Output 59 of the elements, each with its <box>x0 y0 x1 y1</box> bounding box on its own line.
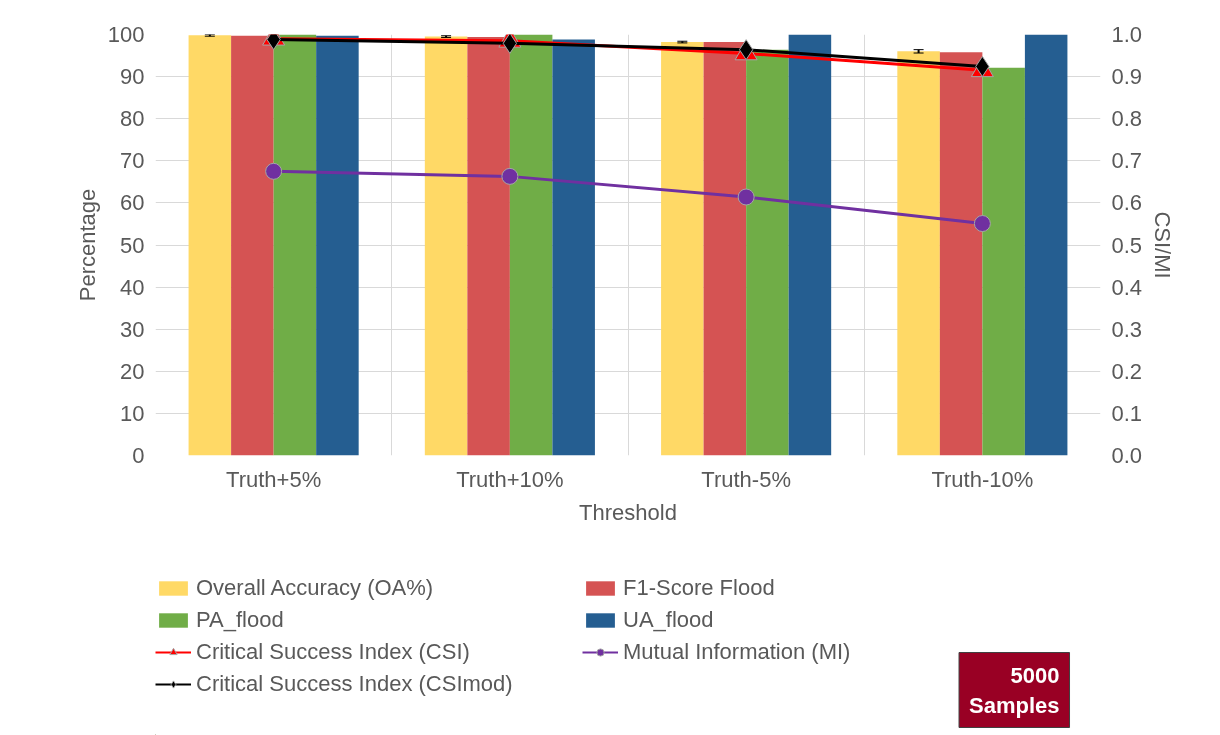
y-tick-label: 40 <box>120 274 145 300</box>
point <box>501 167 519 185</box>
legend-label: F1-Score Flood <box>623 575 776 601</box>
y-tick-label: 60 <box>120 190 145 216</box>
y-tick-label: 20 <box>120 358 145 384</box>
y-axis-title: Percentage <box>74 188 100 302</box>
y-tick-label: 100 <box>107 22 145 47</box>
y2-tick-label: 0.8 <box>1111 106 1143 132</box>
legend-label: Overall Accuracy (OA%) <box>196 575 435 601</box>
x-axis-title: Threshold <box>579 499 677 525</box>
x-tick-label: Truth-10% <box>931 466 1034 492</box>
y2-tick-label: 0.4 <box>1111 274 1143 300</box>
y2-tick-label: 0.5 <box>1111 232 1143 258</box>
bar <box>661 42 704 456</box>
y2-tick-label: 1.0 <box>1111 22 1143 47</box>
legend-label: UA_flood <box>623 607 715 633</box>
legend-label: PA_flood <box>196 607 285 633</box>
y2-axis-title: CSI/MI <box>1150 211 1176 279</box>
y-tick-label: 80 <box>120 106 145 132</box>
legend-label: Critical Success Index (CSImod) <box>196 671 514 697</box>
x-tick-label: Truth+5% <box>226 466 322 492</box>
bar <box>788 34 832 456</box>
point <box>265 162 283 180</box>
y-tick-label: 90 <box>120 64 145 90</box>
legend-label: Critical Success Index (CSI) <box>196 639 471 665</box>
bar <box>703 42 747 456</box>
y2-tick-label: 0.0 <box>1111 443 1143 468</box>
point <box>737 188 755 206</box>
bar <box>188 35 232 456</box>
bar <box>273 34 317 456</box>
text: 5000 Samples <box>969 662 1060 718</box>
y2-tick-label: 0.9 <box>1111 64 1143 90</box>
y2-tick-label: 0.3 <box>1111 316 1143 342</box>
y-tick-label: 30 <box>120 316 145 342</box>
x-tick-label: Truth+10% <box>456 466 564 492</box>
bar <box>231 35 274 456</box>
bar <box>424 36 468 456</box>
bar <box>316 35 359 456</box>
bar <box>1024 34 1068 456</box>
x-tick-label: Truth-5% <box>701 466 791 492</box>
y2-tick-label: 0.7 <box>1111 148 1143 174</box>
y-tick-label: 10 <box>120 400 145 426</box>
y2-tick-label: 0.6 <box>1111 190 1143 216</box>
point <box>973 215 991 233</box>
bar <box>467 37 510 456</box>
bar <box>982 67 1025 456</box>
point <box>502 34 518 54</box>
bar <box>939 52 983 456</box>
bar <box>897 51 940 456</box>
bar <box>552 39 595 456</box>
bar <box>509 34 553 456</box>
legend-label: Mutual Information (MI) <box>623 639 852 665</box>
point <box>975 56 990 77</box>
y2-tick-label: 0.1 <box>1111 400 1143 426</box>
y-tick-label: 50 <box>120 232 145 258</box>
y2-tick-label: 0.2 <box>1111 358 1143 384</box>
y-tick-label: 0 <box>132 443 145 468</box>
y-tick-label: 70 <box>120 148 145 174</box>
bar <box>746 49 789 456</box>
